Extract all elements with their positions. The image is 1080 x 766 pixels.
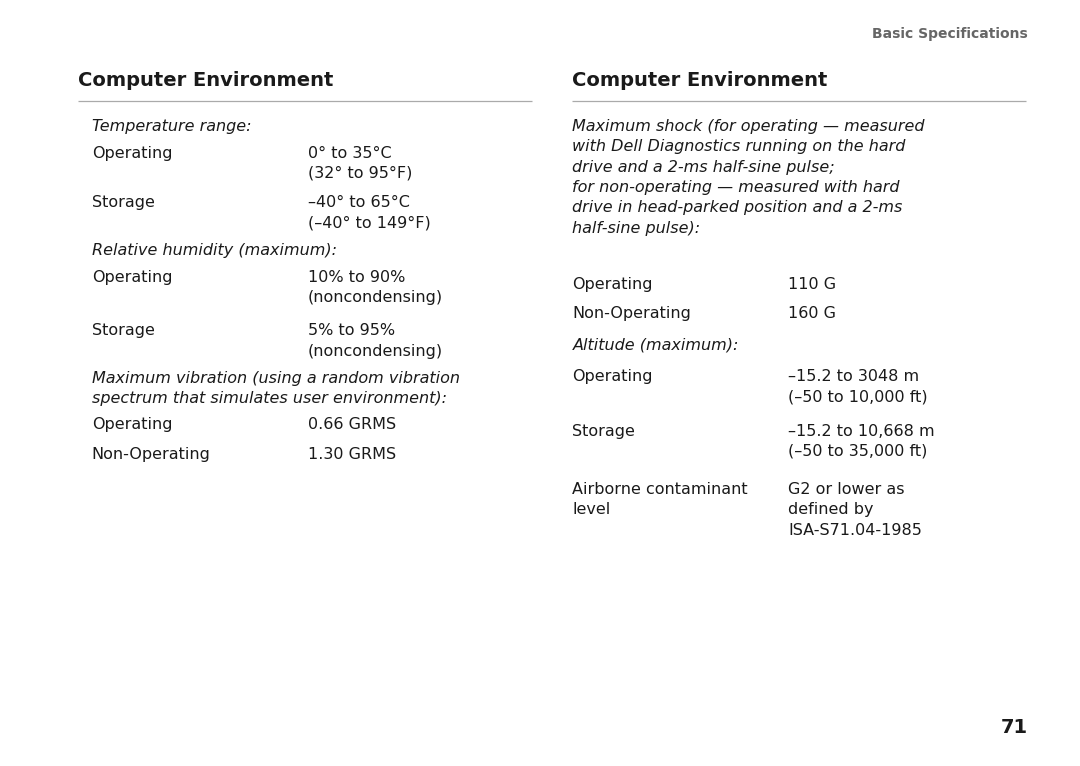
Text: Operating: Operating — [92, 417, 173, 432]
Text: Relative humidity (maximum):: Relative humidity (maximum): — [92, 243, 337, 258]
Text: Operating: Operating — [92, 146, 173, 161]
Text: Non-Operating: Non-Operating — [572, 306, 691, 322]
Text: 0° to 35°C
(32° to 95°F): 0° to 35°C (32° to 95°F) — [308, 146, 413, 181]
Text: –15.2 to 10,668 m
(–50 to 35,000 ft): –15.2 to 10,668 m (–50 to 35,000 ft) — [788, 424, 935, 459]
Text: Maximum shock (for operating — measured
with Dell Diagnostics running on the har: Maximum shock (for operating — measured … — [572, 119, 924, 236]
Text: 10% to 90%
(noncondensing): 10% to 90% (noncondensing) — [308, 270, 443, 305]
Text: Storage: Storage — [572, 424, 635, 439]
Text: 160 G: 160 G — [788, 306, 836, 322]
Text: –15.2 to 3048 m
(–50 to 10,000 ft): –15.2 to 3048 m (–50 to 10,000 ft) — [788, 369, 928, 404]
Text: G2 or lower as
defined by
ISA-S71.04-1985: G2 or lower as defined by ISA-S71.04-198… — [788, 482, 922, 538]
Text: 110 G: 110 G — [788, 277, 837, 293]
Text: Airborne contaminant
level: Airborne contaminant level — [572, 482, 748, 517]
Text: Computer Environment: Computer Environment — [572, 71, 827, 90]
Text: 71: 71 — [1001, 718, 1028, 737]
Text: 1.30 GRMS: 1.30 GRMS — [308, 447, 396, 463]
Text: Temperature range:: Temperature range: — [92, 119, 252, 134]
Text: Operating: Operating — [572, 369, 653, 385]
Text: –40° to 65°C
(–40° to 149°F): –40° to 65°C (–40° to 149°F) — [308, 195, 431, 231]
Text: Maximum vibration (using a random vibration
spectrum that simulates user environ: Maximum vibration (using a random vibrat… — [92, 371, 460, 406]
Text: Altitude (maximum):: Altitude (maximum): — [572, 337, 739, 352]
Text: 0.66 GRMS: 0.66 GRMS — [308, 417, 396, 432]
Text: Operating: Operating — [92, 270, 173, 285]
Text: Operating: Operating — [572, 277, 653, 293]
Text: 5% to 95%
(noncondensing): 5% to 95% (noncondensing) — [308, 323, 443, 358]
Text: Computer Environment: Computer Environment — [78, 71, 333, 90]
Text: Storage: Storage — [92, 195, 154, 211]
Text: Storage: Storage — [92, 323, 154, 339]
Text: Non-Operating: Non-Operating — [92, 447, 211, 463]
Text: Basic Specifications: Basic Specifications — [873, 27, 1028, 41]
